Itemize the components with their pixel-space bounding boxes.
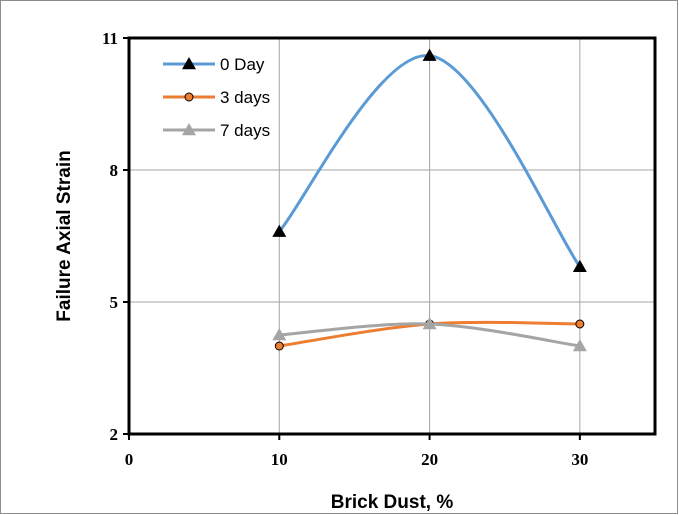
y-tick-label: 2 [110, 425, 119, 444]
legend-marker [182, 123, 196, 136]
y-axis-title: Failure Axial Strain [54, 150, 75, 321]
data-point [575, 319, 585, 329]
data-point [272, 328, 287, 341]
data-point [274, 341, 284, 351]
legend-item: 0 Day [163, 55, 265, 74]
y-tick-label: 8 [110, 161, 119, 180]
data-point [272, 224, 287, 237]
data-point [572, 339, 587, 352]
tick-labels: 0 10 20 30 2 5 8 11 [102, 29, 588, 469]
data-point [572, 259, 587, 273]
y-tick-label: 5 [110, 293, 119, 312]
legend-label: 3 days [220, 88, 270, 107]
data-point [422, 48, 437, 61]
legend-marker [182, 57, 196, 70]
legend-item: 7 days [163, 121, 270, 140]
x-tick-label: 10 [271, 450, 288, 469]
x-tick-label: 20 [421, 450, 438, 469]
x-tick-label: 30 [571, 450, 588, 469]
legend-item: 3 days [163, 88, 270, 107]
series-layer [272, 48, 587, 352]
x-axis-title: Brick Dust, % [331, 492, 454, 513]
plot-area-border [127, 36, 657, 436]
series-0 [272, 48, 587, 273]
data-point [422, 317, 437, 330]
legend: 0 Day 3 days 7 days [163, 55, 270, 140]
x-tick-label: 0 [125, 450, 134, 469]
y-tick-label: 11 [102, 29, 118, 48]
legend-label: 0 Day [220, 55, 265, 74]
legend-label: 7 days [220, 121, 270, 140]
legend-marker [184, 92, 194, 102]
series-2 [272, 317, 587, 352]
